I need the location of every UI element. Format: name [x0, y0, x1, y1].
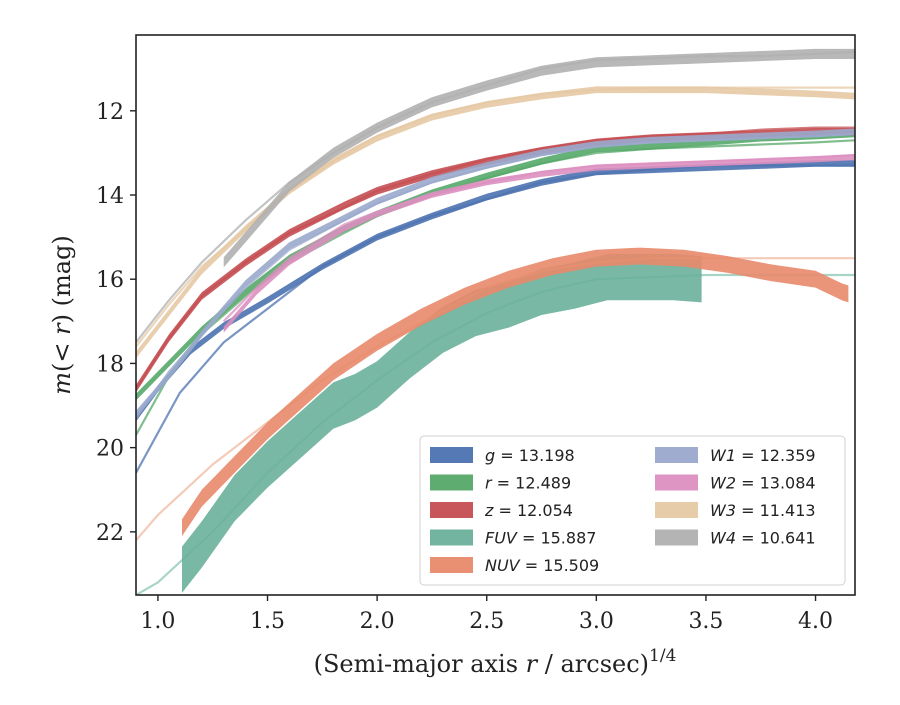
legend-swatch-w1 [655, 447, 698, 463]
legend-swatch-w4 [655, 529, 698, 546]
x-tick-label: 3.5 [688, 609, 723, 634]
y-tick-label: 20 [96, 437, 124, 462]
legend-label-z: z = 12.054 [484, 501, 573, 520]
legend-label-w1: W1 = 12.359 [710, 446, 816, 465]
legend-label-r: r = 12.489 [485, 474, 571, 493]
x-tick-label: 4.0 [798, 609, 833, 634]
y-axis: 12 14 16 18 20 22 [96, 100, 136, 546]
series-w2 [222, 153, 855, 333]
y-tick-label: 18 [96, 352, 124, 377]
legend-label-nuv: NUV = 15.509 [485, 556, 599, 575]
series-fuv-observed-band [182, 253, 702, 593]
legend-swatch-fuv [430, 529, 473, 546]
x-tick-label: 3.0 [579, 609, 614, 634]
y-tick-label: 22 [96, 521, 124, 546]
series-g [136, 160, 855, 474]
x-axis: 1.0 1.5 2.0 2.5 3.0 3.5 4.0 [140, 595, 833, 634]
y-tick-label: 12 [96, 100, 124, 125]
x-tick-label: 2.0 [360, 609, 395, 634]
series-g-observed-band [136, 160, 855, 422]
series-z [136, 126, 855, 393]
legend-box [419, 435, 846, 586]
legend-label-w3: W3 = 11.413 [710, 501, 816, 520]
y-tick-label: 14 [96, 184, 124, 209]
legend: g = 13.198 r = 12.489 z = 12.054 FUV = 15.8… [419, 435, 846, 586]
series-nuv [136, 247, 855, 542]
legend-swatch-w2 [655, 474, 698, 491]
series-layer [136, 48, 855, 595]
legend-swatch-nuv [430, 557, 473, 573]
legend-swatch-w3 [655, 502, 698, 518]
legend-label-w2: W2 = 13.084 [710, 474, 816, 493]
legend-label-fuv: FUV = 15.887 [485, 529, 596, 548]
y-axis-title: m(< r) (mag) [48, 235, 76, 395]
legend-label-w4: W4 = 10.641 [710, 529, 816, 548]
x-tick-label: 1.5 [250, 609, 285, 634]
legend-label-g: g = 13.198 [485, 446, 575, 465]
series-nuv-observed-band [182, 247, 849, 537]
series-w1 [136, 128, 855, 419]
series-w3 [136, 86, 855, 359]
legend-swatch-z [430, 502, 473, 518]
x-axis-title: (Semi-major axis r / arcsec)1/4 [314, 646, 677, 678]
x-tick-label: 1.0 [140, 609, 175, 634]
plot-frame [135, 34, 856, 596]
legend-swatch-g [430, 447, 473, 463]
series-w4 [136, 48, 855, 344]
legend-swatch-r [430, 474, 473, 491]
y-tick-label: 16 [96, 268, 124, 293]
x-tick-label: 2.5 [469, 609, 504, 634]
